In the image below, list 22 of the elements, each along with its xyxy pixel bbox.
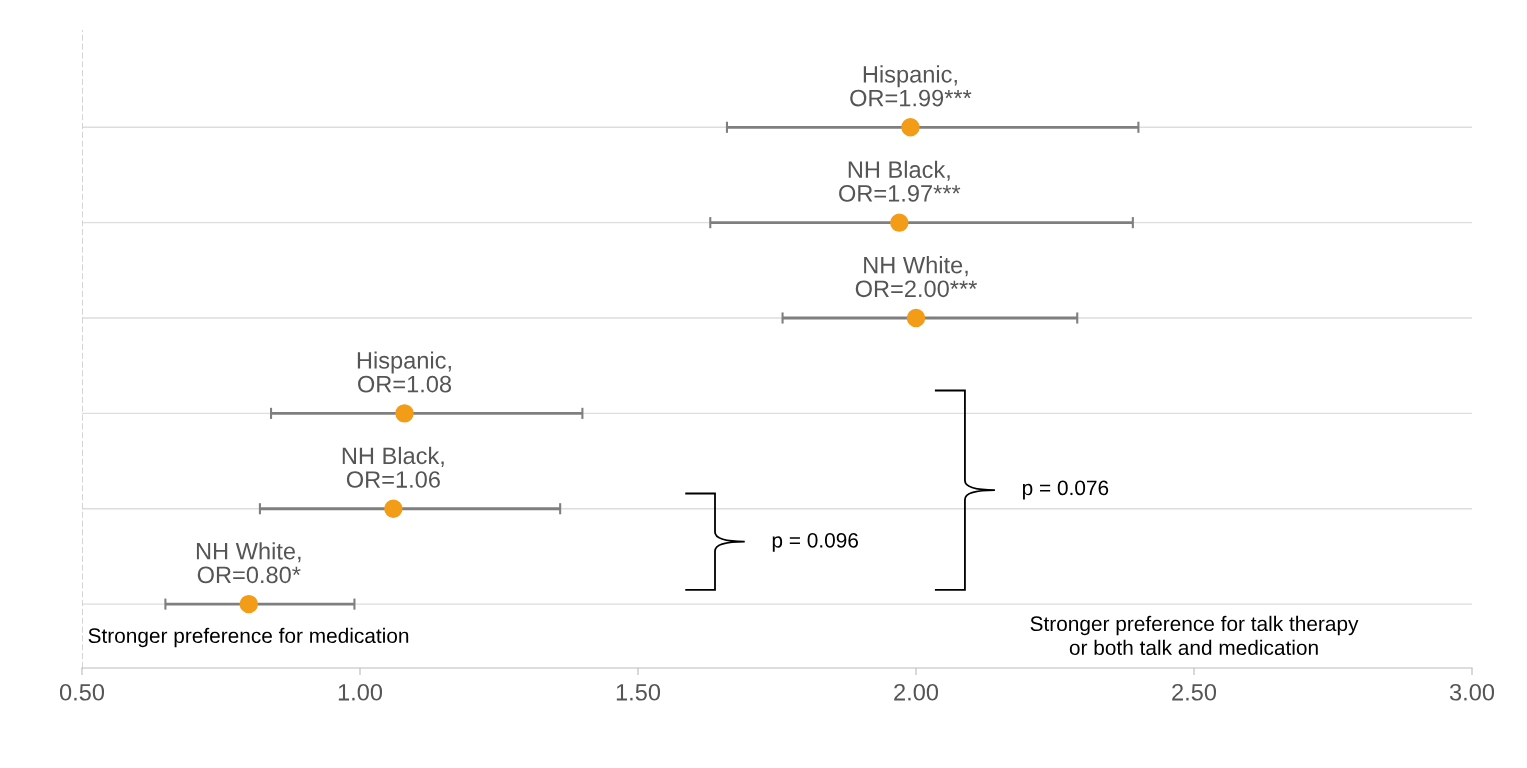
data-label: NH Black, OR=1.06: [342, 446, 444, 488]
data-label: Hispanic, OR=1.99***: [850, 65, 972, 107]
annotation: Stronger preference for talk therapy or both talk and medication: [1030, 615, 1359, 656]
x-tick-label: 0.50: [59, 683, 105, 701]
data-label: Hispanic, OR=1.08: [357, 351, 452, 393]
annotation: Stronger preference for medication: [88, 627, 409, 648]
point: [901, 118, 920, 137]
x-tick-label: 3.00: [1449, 683, 1495, 701]
data-label: NH Black, OR=1.97***: [839, 160, 961, 202]
data-label: NH White, OR=2.00***: [855, 256, 977, 298]
point: [384, 499, 403, 518]
point: [395, 404, 414, 423]
point: [239, 594, 259, 614]
data-label: NH White, OR=0.80*: [196, 542, 301, 584]
point: [906, 308, 926, 328]
annotation: p = 0.076: [1022, 480, 1109, 500]
point: [890, 213, 909, 232]
x-tick-label: 2.00: [894, 683, 939, 701]
x-tick-label: 1.00: [338, 683, 383, 701]
x-tick-label: 2.50: [1172, 683, 1217, 701]
annotation: p = 0.096: [772, 532, 858, 552]
x-tick-label: 1.50: [616, 683, 661, 701]
